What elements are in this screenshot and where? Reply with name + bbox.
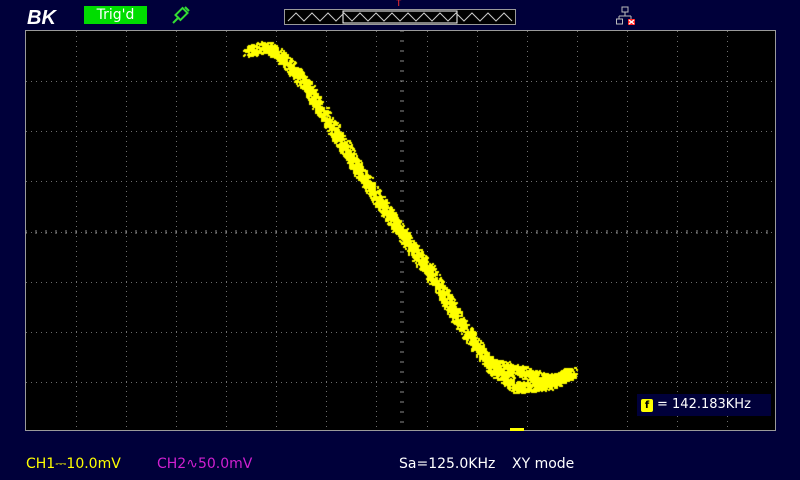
ch1-scale: 10.0mV xyxy=(66,456,121,472)
ch1-scale-status[interactable]: CH1⎓10.0mV xyxy=(26,454,121,474)
trigger-position-marker: T xyxy=(396,0,402,9)
frequency-counter-icon: f xyxy=(641,398,653,412)
frequency-value: = 142.183KHz xyxy=(657,397,751,412)
network-disconnected-icon xyxy=(616,6,635,25)
xy-trace xyxy=(26,31,775,430)
trigger-status-badge: Trig'd xyxy=(84,6,147,24)
ac-coupling-icon: ∿ xyxy=(186,456,198,472)
frequency-readout: f = 142.183KHz xyxy=(637,394,771,416)
ch2-label: CH2 xyxy=(157,456,187,472)
ch1-label: CH1 xyxy=(26,456,56,472)
ch2-scale: 50.0mV xyxy=(197,456,253,472)
svg-text:BK: BK xyxy=(27,7,57,28)
sample-rate: Sa=125.0KHz xyxy=(399,456,496,472)
probe-icon xyxy=(172,6,190,24)
memory-depth-bar xyxy=(284,9,516,25)
trigger-level-marker xyxy=(510,428,524,431)
display-mode: XY mode xyxy=(512,456,575,472)
waveform-display[interactable]: f = 142.183KHz xyxy=(25,30,776,431)
ch2-scale-status[interactable]: CH2∿50.0mV xyxy=(157,454,252,474)
bk-logo: BK xyxy=(27,7,57,28)
dc-coupling-icon: ⎓ xyxy=(55,456,67,472)
